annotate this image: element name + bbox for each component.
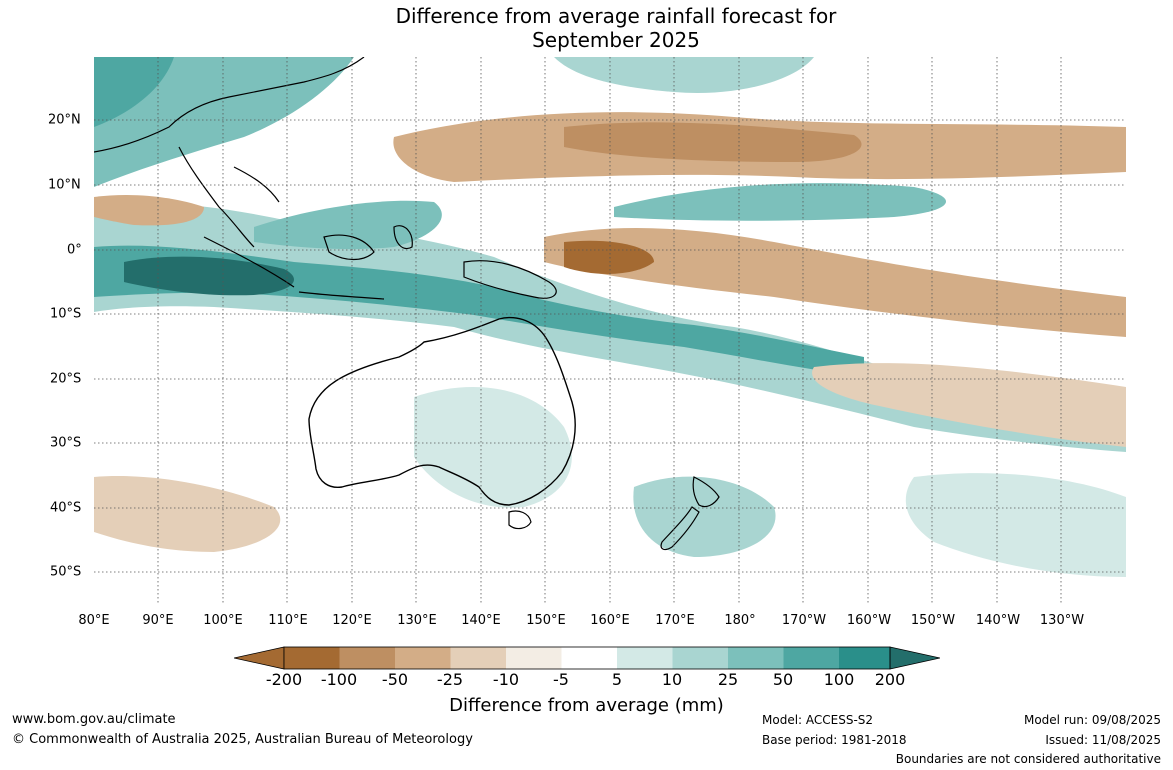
colorbar-swatch (506, 647, 562, 669)
wet-southern-pacific (905, 473, 1126, 577)
tasmania-coastline (508, 510, 532, 530)
colorbar-tick: 50 (772, 670, 794, 689)
lat-label: 10°N (48, 177, 81, 193)
lon-label: 130°W (1039, 613, 1085, 628)
colorbar-swatch (783, 647, 839, 669)
wet-asia-northwest-inner (94, 57, 174, 127)
base-period: Base period: 1981-2018 (762, 733, 907, 747)
colorbar-swatch (839, 647, 890, 669)
new-zealand-north-island (692, 476, 720, 508)
colorbar (233, 645, 941, 671)
dry-band-south-pacific (812, 363, 1126, 447)
lon-label: 150°W (910, 613, 956, 628)
wet-asia-northwest (94, 57, 354, 187)
lat-label: 10°S (50, 306, 82, 322)
model-name: Model: ACCESS-S2 (762, 713, 874, 727)
lon-label: 150°E (526, 613, 566, 628)
colorbar-swatch (395, 647, 451, 669)
colorbar-tick: -5 (553, 670, 569, 689)
colorbar-extend-wet (889, 646, 941, 670)
lon-label: 140°E (461, 613, 501, 628)
copyright-text: © Commonwealth of Australia 2025, Austra… (12, 732, 473, 747)
lat-label: 50°S (50, 564, 82, 580)
lat-label: 20°N (48, 112, 81, 128)
dry-west-indian (94, 195, 204, 226)
lon-label: 120°E (332, 613, 372, 628)
boundary-disclaimer: Boundaries are not considered authoritat… (895, 752, 1161, 766)
lat-label: 0° (67, 242, 82, 258)
lon-label: 160°W (846, 613, 892, 628)
colorbar-swatch (339, 647, 395, 669)
model-run-date: Model run: 09/08/2025 (1023, 713, 1161, 727)
colorbar-tick: -10 (492, 670, 520, 689)
dry-southern-ocean (94, 476, 281, 552)
lon-label: 170°E (655, 613, 695, 628)
colorbar-label: Difference from average (mm) (449, 695, 724, 716)
issued-date: Issued: 11/08/2025 (1045, 733, 1161, 747)
title-line-1: Difference from average rainfall forecas… (395, 4, 837, 28)
colorbar-extend-dry (233, 646, 285, 670)
new-zealand-south-island (660, 506, 700, 551)
wet-nz-region (633, 476, 776, 557)
lat-label: 40°S (50, 500, 82, 516)
lat-label: 20°S (50, 371, 82, 387)
colorbar-tick: -100 (320, 670, 358, 689)
colorbar-tick: -200 (265, 670, 303, 689)
colorbar-tick: 100 (823, 670, 855, 689)
wet-core-indian-ocean (124, 256, 294, 296)
map-title: Difference from average rainfall forecas… (0, 4, 1173, 52)
website-link[interactable]: www.bom.gov.au/climate (12, 712, 176, 727)
colorbar-tick: -25 (436, 670, 464, 689)
lon-label: 180° (724, 613, 756, 628)
colorbar-tick: -50 (381, 670, 409, 689)
lon-label: 80°E (78, 613, 110, 628)
colorbar-tick: 200 (874, 670, 906, 689)
colorbar-tick: 5 (611, 670, 623, 689)
wet-eastern-australia (414, 387, 572, 508)
rainfall-anomaly-map (94, 57, 1126, 605)
colorbar-swatch (450, 647, 506, 669)
colorbar-swatch (284, 647, 340, 669)
colorbar-tick: 10 (661, 670, 683, 689)
dry-band-north-pacific-inner (564, 122, 862, 162)
lon-label: 90°E (142, 613, 174, 628)
colorbar-swatch (728, 647, 784, 669)
map-canvas (94, 57, 1126, 605)
colorbar-swatch (561, 647, 617, 669)
lon-label: 170°W (781, 613, 827, 628)
dry-band-equatorial (544, 227, 1126, 337)
colorbar-tick: 25 (717, 670, 739, 689)
lon-label: 160°E (590, 613, 630, 628)
wet-equatorial-streak (614, 183, 947, 221)
lon-label: 110°E (268, 613, 308, 628)
indonesia-coastline (203, 225, 413, 300)
colorbar-swatch (672, 647, 728, 669)
title-line-2: September 2025 (532, 28, 700, 52)
colorbar-swatch (617, 647, 673, 669)
dry-core-equatorial (564, 240, 654, 274)
lon-label: 130°E (397, 613, 437, 628)
lon-label: 100°E (203, 613, 243, 628)
wet-north-pacific (554, 57, 814, 93)
asia-coastline (94, 57, 365, 248)
lat-label: 30°S (50, 435, 82, 451)
new-guinea-coastline (463, 260, 557, 299)
lon-label: 140°W (975, 613, 1021, 628)
graticule (94, 57, 1126, 605)
australia-coastline (308, 316, 576, 506)
